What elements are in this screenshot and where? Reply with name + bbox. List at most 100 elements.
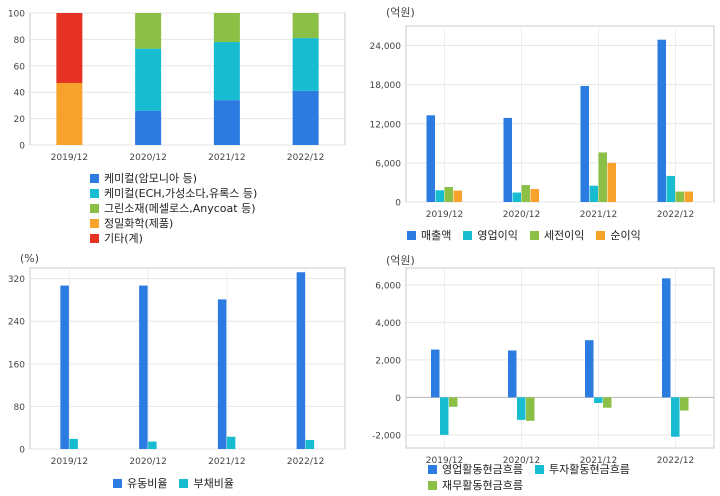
legend-label: 투자활동현금흐름 (548, 463, 630, 476)
x-tick-label: 2020/12 (129, 153, 166, 163)
legend-item[interactable]: 재무활동현금흐름 (428, 478, 523, 492)
bar (431, 349, 440, 398)
legend-label: 케미컬(암모니아 등) (104, 172, 198, 185)
legend-swatch (463, 230, 473, 240)
legend-item[interactable]: 순이익 (596, 228, 641, 242)
chart-4-legend: 영업활동현금흐름 투자활동현금흐름 재무활동현금흐름 (428, 462, 642, 492)
bar (589, 185, 598, 202)
x-tick-label: 2022/12 (287, 153, 324, 163)
legend-swatch (428, 464, 437, 474)
y-tick-label: 80 (14, 403, 26, 413)
legend-label: 순이익 (610, 229, 641, 242)
x-tick-label: 2021/12 (580, 210, 617, 220)
x-tick-label: 2020/12 (503, 210, 540, 220)
bar (213, 13, 240, 43)
bar (503, 117, 512, 202)
legend-swatch (428, 480, 437, 490)
bar (292, 13, 319, 39)
legend-label: 매출액 (421, 229, 452, 242)
bar (148, 441, 157, 449)
bar (680, 397, 689, 411)
x-tick-label: 2022/12 (287, 457, 324, 467)
chart-1-legend: 케미컬(암모니아 등) 케미컬(ECH,가성소다,유록스 등) 그린소재(메셀로… (90, 171, 257, 246)
plot-area (29, 12, 346, 146)
chart-2-unit: (억원) (386, 6, 415, 19)
legend-item[interactable]: 케미컬(암모니아 등) (90, 171, 257, 185)
legend-item[interactable]: 세전이익 (529, 228, 585, 242)
bar (444, 187, 453, 202)
bar (598, 152, 607, 202)
bar (226, 436, 236, 449)
legend-label: 케미컬(ECH,가성소다,유록스 등) (104, 187, 258, 200)
y-tick-label: 4,000 (375, 319, 401, 329)
bar (440, 397, 449, 435)
y-tick-label: 160 (8, 360, 25, 370)
x-tick-label: 2019/12 (51, 457, 88, 467)
bar (530, 188, 539, 202)
bar (662, 278, 671, 398)
bar (580, 85, 589, 202)
bar (585, 340, 594, 398)
legend-item[interactable]: 정밀화학(제품) (90, 216, 257, 230)
legend-item[interactable]: 케미컬(ECH,가성소다,유록스 등) (90, 186, 257, 200)
x-tick-label: 2021/12 (580, 456, 617, 466)
legend-label: 재무활동현금흐름 (442, 479, 523, 492)
bar (526, 397, 535, 421)
bar (607, 162, 616, 202)
x-tick-label: 2020/12 (503, 456, 540, 466)
y-tick-label: 0 (19, 142, 25, 152)
bar (296, 272, 306, 449)
legend-swatch (90, 188, 99, 198)
x-tick-label: 2022/12 (657, 456, 694, 466)
legend-label: 영업이익 (477, 229, 518, 242)
x-tick-label: 2022/12 (657, 210, 694, 220)
bar (56, 82, 83, 145)
legend-label: 영업활동현금흐름 (442, 463, 523, 476)
legend-label: 부채비율 (193, 477, 234, 490)
legend-item[interactable]: 영업활동현금흐름 (428, 462, 523, 476)
y-tick-label: 12,000 (370, 120, 402, 130)
bar (508, 350, 517, 398)
y-tick-label: 40 (14, 89, 26, 99)
legend-item[interactable]: 투자활동현금흐름 (534, 462, 630, 476)
bar (675, 191, 684, 202)
y-tick-label: 24,000 (370, 42, 402, 52)
bar (603, 397, 612, 408)
x-tick-label: 2021/12 (208, 153, 245, 163)
legend-label: 그린소재(메셀로스,Anycoat 등) (104, 202, 256, 215)
bar (213, 42, 240, 101)
y-tick-label: 60 (14, 62, 26, 72)
legend-swatch (90, 218, 99, 228)
y-tick-label: 0 (395, 394, 401, 404)
bar (56, 13, 83, 83)
bar (671, 397, 680, 437)
legend-label: 기타(계) (104, 232, 143, 245)
legend-item[interactable]: 기타(계) (90, 231, 257, 245)
bar (213, 100, 240, 145)
legend-item[interactable]: 그린소재(메셀로스,Anycoat 등) (90, 201, 257, 215)
x-tick-label: 2020/12 (129, 457, 166, 467)
y-tick-label: 0 (395, 199, 401, 209)
chart-3-unit: (%) (20, 252, 40, 265)
legend-item[interactable]: 영업이익 (463, 228, 518, 242)
bar (521, 185, 530, 202)
chart-3-legend: 유동비율 부채비율 (113, 476, 246, 490)
bar (666, 175, 675, 202)
legend-swatch (90, 173, 99, 183)
y-tick-label: -2,000 (372, 431, 401, 441)
legend-item[interactable]: 부채비율 (179, 476, 234, 490)
legend-label: 세전이익 (543, 229, 585, 242)
legend-swatch (407, 230, 416, 240)
x-tick-label: 2019/12 (51, 153, 88, 163)
bar (684, 191, 693, 202)
legend-swatch (534, 464, 544, 474)
y-tick-label: 18,000 (370, 81, 402, 91)
legend-label: 유동비율 (127, 477, 168, 490)
chart-4-unit: (억원) (386, 254, 415, 267)
chart-2-legend: 매출액 영업이익 세전이익 순이익 (407, 228, 653, 242)
bar (135, 13, 162, 49)
legend-swatch (179, 478, 189, 488)
legend-item[interactable]: 유동비율 (113, 476, 167, 490)
legend-item[interactable]: 매출액 (407, 228, 451, 242)
